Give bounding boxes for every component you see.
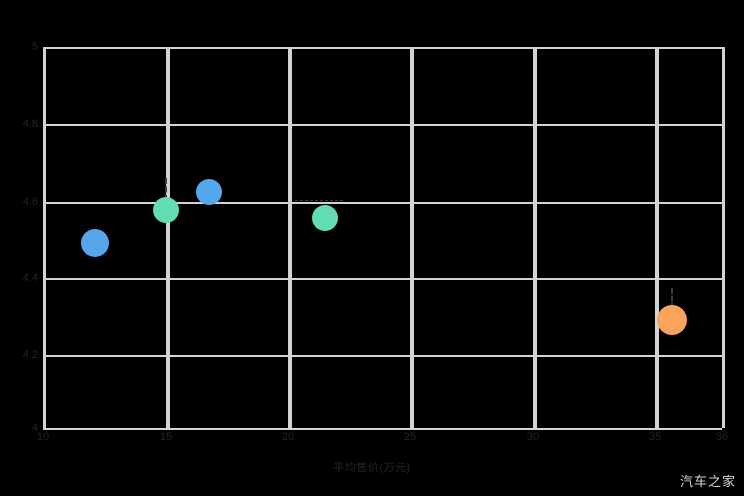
gridline-horizontal <box>43 47 722 49</box>
gridline-horizontal <box>43 202 722 204</box>
x-axis-title: 平均售价(万元) <box>333 462 411 474</box>
gridline-horizontal <box>43 355 722 357</box>
plot-area <box>43 47 725 430</box>
gridline-vertical <box>722 47 725 428</box>
gridline-vertical <box>410 47 414 428</box>
gridline-vertical <box>43 47 46 428</box>
x-axis-tick-label: 20 <box>281 431 295 443</box>
gridline-vertical <box>533 47 537 428</box>
gridline-vertical <box>166 47 170 428</box>
gridline-horizontal <box>43 278 722 280</box>
point-leader-line <box>671 288 673 309</box>
y-axis-tick-label: 4.6 <box>22 196 38 208</box>
x-axis-tick-label: 10 <box>36 431 50 443</box>
x-axis-tick-label: 35 <box>648 431 662 443</box>
gridline-horizontal <box>43 428 722 430</box>
y-axis-tick-label: 4.2 <box>22 349 38 361</box>
gridline-vertical <box>655 47 659 428</box>
x-axis-tick-label: 15 <box>159 431 173 443</box>
y-axis-tick-label: 4.4 <box>22 272 38 284</box>
data-point-bubble[interactable] <box>196 179 222 205</box>
watermark: 汽车之家 <box>679 475 736 490</box>
gridline-vertical <box>288 47 292 428</box>
data-point-bubble[interactable] <box>657 305 687 335</box>
data-point-bubble[interactable] <box>312 205 338 231</box>
annotation-connector <box>295 200 343 201</box>
x-axis-tick-label: 36 <box>715 431 729 443</box>
point-leader-line <box>165 178 167 201</box>
gridline-horizontal <box>43 124 722 126</box>
x-axis-tick-label: 30 <box>526 431 540 443</box>
y-axis-tick-label: 5 <box>31 41 38 53</box>
data-point-bubble[interactable] <box>153 197 179 223</box>
y-axis-tick-label: 4.8 <box>22 118 38 130</box>
x-axis-tick-label: 25 <box>403 431 417 443</box>
y-axis-tick-label: 4 <box>31 422 38 434</box>
data-point-bubble[interactable] <box>81 229 109 257</box>
